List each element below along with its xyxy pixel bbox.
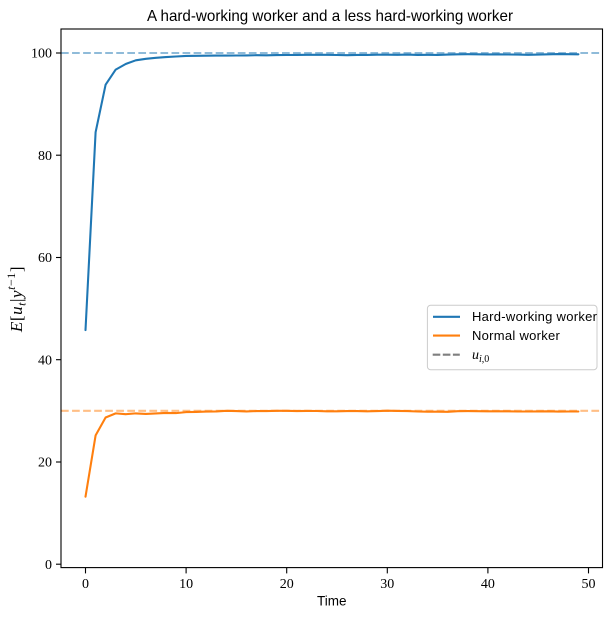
svg-text:Time: Time: [317, 594, 347, 609]
svg-text:E[ut|yt−1]: E[ut|yt−1]: [4, 266, 29, 333]
svg-text:20: 20: [280, 577, 294, 592]
svg-text:10: 10: [179, 577, 193, 592]
svg-text:Hard-working worker: Hard-working worker: [472, 309, 598, 324]
svg-text:40: 40: [481, 577, 495, 592]
svg-text:A hard-working worker and a le: A hard-working worker and a less hard-wo…: [147, 8, 514, 25]
svg-text:40: 40: [38, 353, 52, 368]
svg-text:60: 60: [38, 251, 52, 266]
svg-text:Normal worker: Normal worker: [472, 328, 561, 343]
svg-text:0: 0: [82, 577, 89, 592]
svg-text:20: 20: [38, 456, 52, 471]
svg-text:80: 80: [38, 149, 52, 164]
svg-text:30: 30: [380, 577, 394, 592]
svg-text:0: 0: [45, 558, 52, 573]
svg-text:100: 100: [31, 47, 52, 62]
svg-text:50: 50: [582, 577, 596, 592]
